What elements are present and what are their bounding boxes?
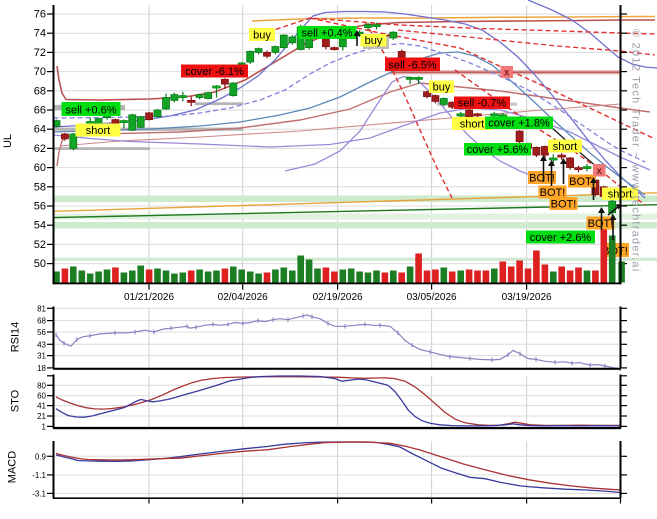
svg-text:buy: buy xyxy=(253,30,271,42)
svg-text:cover +1.8%: cover +1.8% xyxy=(488,118,550,130)
svg-text:sell -0.7%: sell -0.7% xyxy=(458,98,507,110)
svg-text:74: 74 xyxy=(34,28,46,40)
svg-text:UL: UL xyxy=(2,134,14,148)
svg-text:1: 1 xyxy=(42,422,47,431)
svg-text:43: 43 xyxy=(37,340,46,349)
svg-text:56: 56 xyxy=(37,328,46,337)
svg-text:21: 21 xyxy=(37,412,46,421)
svg-text:STO: STO xyxy=(10,389,22,412)
svg-text:80: 80 xyxy=(37,381,46,390)
svg-text:72: 72 xyxy=(34,47,46,59)
svg-text:50: 50 xyxy=(34,258,46,270)
svg-text:03/19/2026: 03/19/2026 xyxy=(502,292,552,303)
svg-text:81: 81 xyxy=(37,304,46,313)
svg-text:02/19/2026: 02/19/2026 xyxy=(313,292,363,303)
svg-text:buy: buy xyxy=(365,35,383,47)
svg-text:x: x xyxy=(596,166,602,177)
svg-text:sell +0.6%: sell +0.6% xyxy=(65,105,116,117)
svg-text:58: 58 xyxy=(34,181,46,193)
svg-text:BOT!: BOT! xyxy=(588,218,614,230)
svg-text:66: 66 xyxy=(34,105,46,117)
svg-text:41: 41 xyxy=(37,402,46,411)
svg-text:70: 70 xyxy=(34,66,46,78)
svg-text:62: 62 xyxy=(34,143,46,155)
svg-text:64: 64 xyxy=(34,124,46,136)
svg-text:BOT!: BOT! xyxy=(551,199,577,211)
svg-text:68: 68 xyxy=(34,85,46,97)
svg-text:short: short xyxy=(86,125,110,137)
svg-text:60: 60 xyxy=(37,392,46,401)
svg-text:sell -6.5%: sell -6.5% xyxy=(388,60,437,72)
svg-text:68: 68 xyxy=(37,317,46,326)
svg-text:-3.1: -3.1 xyxy=(32,489,46,498)
svg-text:MACD: MACD xyxy=(7,451,19,483)
svg-text:52: 52 xyxy=(34,239,46,251)
svg-text:02/04/2026: 02/04/2026 xyxy=(218,292,268,303)
svg-text:cover -6.1%: cover -6.1% xyxy=(185,66,244,78)
svg-text:cover +5.6%: cover +5.6% xyxy=(467,144,529,156)
svg-text:18: 18 xyxy=(37,364,46,373)
svg-text:60: 60 xyxy=(34,162,46,174)
svg-text:54: 54 xyxy=(34,220,46,232)
svg-text:cover +2.6%: cover +2.6% xyxy=(530,232,592,244)
svg-text:short: short xyxy=(553,141,577,153)
svg-text:sell +0.4%: sell +0.4% xyxy=(301,28,352,40)
svg-text:x: x xyxy=(504,68,510,79)
svg-text:-1.1: -1.1 xyxy=(32,471,46,480)
svg-text:03/05/2026: 03/05/2026 xyxy=(407,292,457,303)
svg-text:short: short xyxy=(460,119,484,131)
svg-text:56: 56 xyxy=(34,201,46,213)
svg-text:31: 31 xyxy=(37,352,46,361)
svg-text:buy: buy xyxy=(433,82,451,94)
svg-text:01/21/2026: 01/21/2026 xyxy=(124,292,174,303)
svg-text:© 2012 Tech Trader ~ www.techt: © 2012 Tech Trader ~ www.techtrader.ai xyxy=(630,29,642,272)
svg-text:0.9: 0.9 xyxy=(35,452,47,461)
svg-text:RSI14: RSI14 xyxy=(10,322,22,353)
svg-text:76: 76 xyxy=(34,9,46,21)
